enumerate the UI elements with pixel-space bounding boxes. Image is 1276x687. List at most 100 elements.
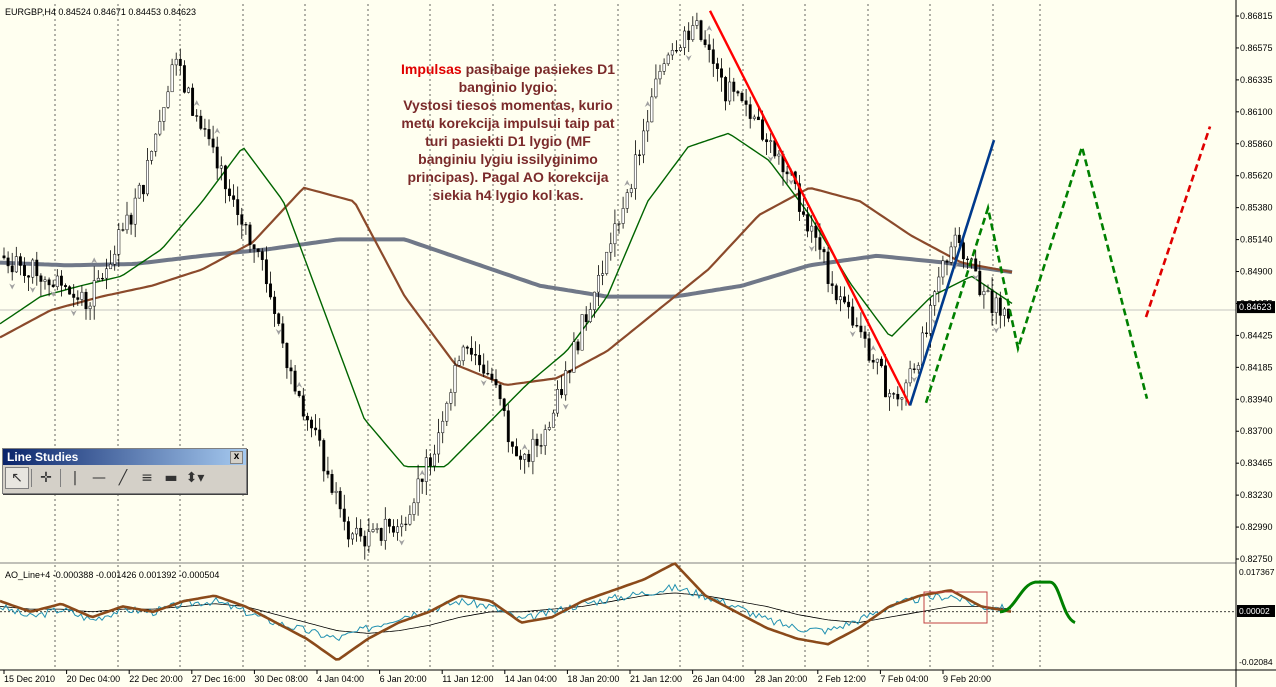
toolbar-title-bar[interactable]: Line Studies x	[3, 449, 246, 465]
fractal-down-marker	[50, 290, 57, 297]
candle-body	[740, 92, 744, 102]
candle-body	[724, 77, 728, 102]
candle-body	[482, 364, 486, 374]
candle-body	[264, 259, 268, 285]
candle-body	[289, 367, 293, 372]
candle-body	[88, 305, 92, 309]
arrows-tool-button[interactable]: ⬍▾	[185, 470, 205, 486]
fractal-up-marker	[706, 25, 713, 32]
candle-body	[27, 275, 31, 278]
candle-body	[613, 223, 617, 245]
fractal-down-marker	[911, 376, 918, 383]
time-tick-label: 7 Feb 04:00	[880, 674, 928, 684]
candle-body	[871, 359, 875, 363]
price-tick-label: 0.82990	[1240, 522, 1273, 532]
candle-body	[998, 297, 1002, 316]
candle-body	[859, 325, 863, 333]
fractal-down-marker	[685, 55, 692, 62]
time-tick-label: 18 Jan 20:00	[567, 674, 619, 684]
fractal-down-marker	[275, 329, 282, 336]
drawn-lines[interactable]	[708, 10, 1212, 407]
candle-body	[346, 521, 350, 540]
candle-body	[957, 234, 961, 243]
trendline-tool-button[interactable]: ╱	[118, 470, 128, 486]
fractal-down-marker	[562, 403, 569, 410]
line-studies-toolbar[interactable]: Line Studies x ↖ ✛ | — ╱ ≡ ▬ ⬍▾	[2, 448, 247, 494]
vertical-line-tool-button[interactable]: |	[72, 470, 78, 486]
ao-tick-label: 0.017367	[1239, 567, 1275, 577]
candle-body	[646, 121, 650, 132]
time-tick-label: 11 Jan 12:00	[442, 674, 493, 684]
candle-body	[925, 332, 928, 334]
candle-body	[691, 25, 695, 40]
candle-body	[564, 370, 568, 396]
price-tick-label: 0.85140	[1240, 235, 1273, 245]
horizontal-line-tool-button[interactable]: —	[92, 470, 106, 486]
candle-body	[355, 527, 359, 535]
price-tick-label: 0.83465	[1240, 458, 1273, 468]
candle-body	[285, 342, 289, 369]
candle-body	[822, 249, 826, 253]
candle-body	[654, 78, 658, 98]
candle-body	[420, 478, 424, 482]
candle-body	[990, 290, 994, 313]
candle-body	[219, 165, 223, 169]
candle-body	[523, 453, 527, 460]
candle-body	[506, 410, 510, 443]
fibonacci-tool-button[interactable]: ≡	[141, 470, 153, 486]
candle-body	[96, 277, 100, 281]
candle-body	[703, 39, 707, 45]
analysis-annotation: Impulsas pasibaige pasiekes D1 banginio …	[368, 60, 648, 204]
candle-body	[560, 389, 564, 396]
fractal-down-marker	[849, 331, 856, 338]
candle-body	[609, 243, 613, 253]
candle-body	[937, 276, 941, 292]
rectangle-tool-button[interactable]: ▬	[164, 470, 178, 486]
candle-body	[445, 403, 449, 422]
price-tick-label: 0.84900	[1240, 267, 1273, 277]
candle-body	[818, 237, 822, 250]
time-tick-label: 9 Feb 20:00	[943, 674, 991, 684]
candle-body	[43, 279, 47, 282]
candle-body	[490, 373, 494, 380]
candle-body	[834, 285, 838, 301]
candle-body	[769, 140, 773, 142]
close-icon[interactable]: x	[230, 451, 243, 464]
time-tick-label: 21 Jan 12:00	[630, 674, 682, 684]
cursor-tool-button[interactable]: ↖	[5, 467, 29, 489]
candle-body	[322, 440, 326, 472]
candle-body	[695, 20, 699, 26]
candle-body	[178, 58, 182, 66]
candle-body	[605, 251, 609, 274]
candle-body	[461, 346, 465, 362]
ma-mid-line	[0, 186, 1013, 386]
candle-body	[187, 87, 190, 93]
candle-body	[392, 526, 395, 533]
candle-body	[137, 184, 141, 199]
candle-body	[211, 138, 215, 148]
price-tick-label: 0.86335	[1240, 75, 1273, 85]
candle-body	[162, 107, 166, 122]
candle-body	[351, 533, 354, 540]
candle-body	[519, 455, 523, 460]
candle-body	[941, 260, 945, 278]
candle-body	[51, 284, 55, 287]
candle-body	[129, 214, 133, 225]
candle-body	[687, 30, 691, 40]
crosshair-tool-button[interactable]: ✛	[40, 470, 52, 486]
candle-body	[297, 390, 301, 397]
ao-forecast-line	[999, 580, 1076, 624]
fractal-down-marker	[993, 327, 1000, 334]
candle-body	[592, 291, 596, 310]
candle-body	[748, 104, 752, 119]
candle-body	[80, 291, 84, 300]
fractal-up-marker	[214, 127, 221, 134]
time-tick-label: 4 Jan 04:00	[317, 674, 364, 684]
candle-body	[556, 389, 559, 414]
time-tick-label: 14 Jan 04:00	[505, 674, 557, 684]
candle-body	[802, 211, 805, 215]
candle-body	[191, 87, 195, 116]
candle-body	[658, 71, 662, 80]
candle-body	[662, 63, 666, 72]
